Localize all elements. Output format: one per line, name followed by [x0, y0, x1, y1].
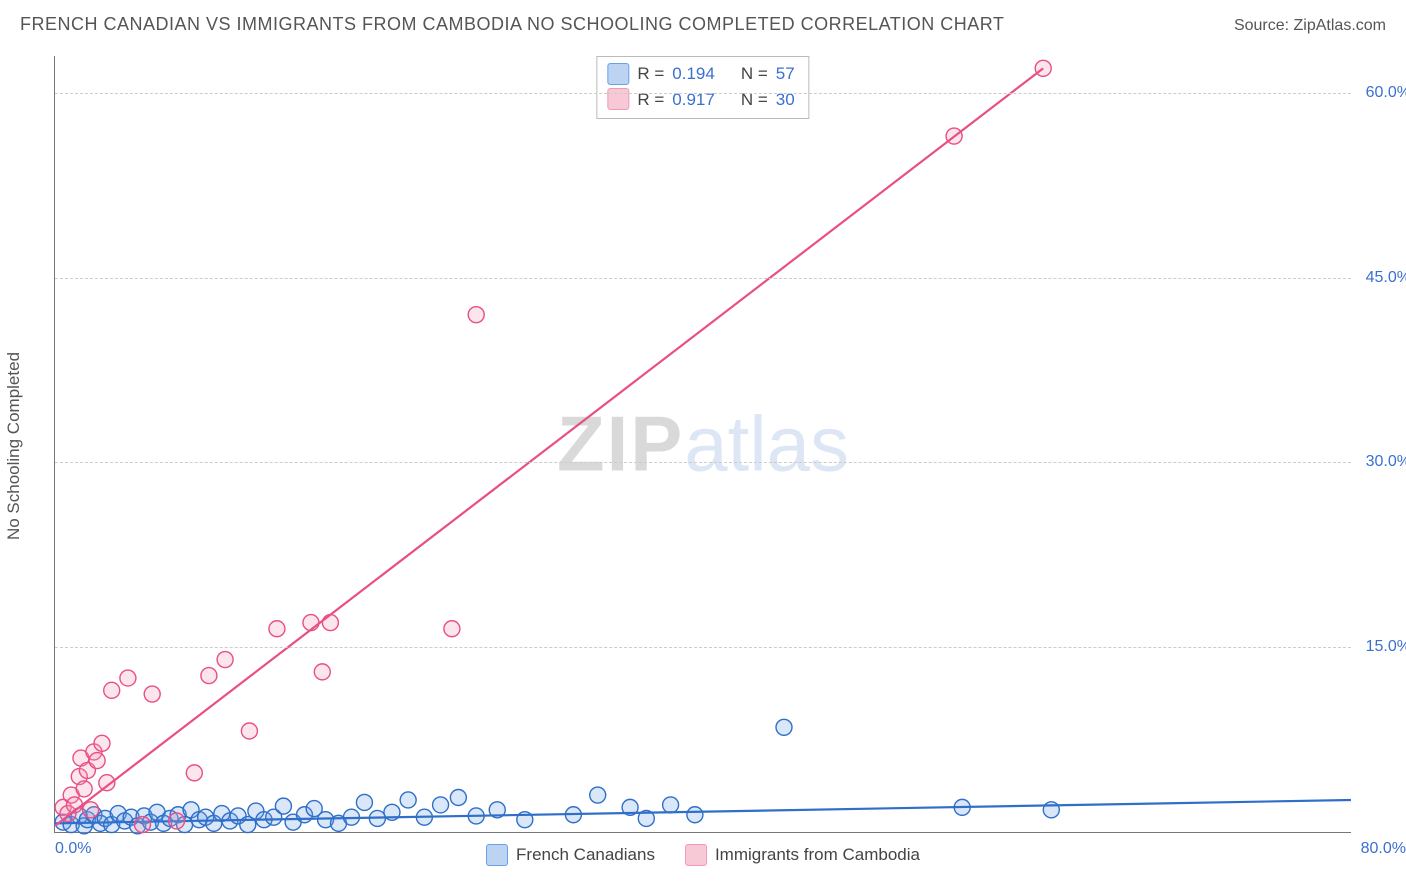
- scatter-point-cambodia: [134, 817, 150, 833]
- scatter-point-cambodia: [83, 802, 99, 818]
- trend-line-cambodia: [55, 68, 1043, 826]
- plot-area: ZIPatlas R =0.194N =57R =0.917N =30 15.0…: [54, 56, 1351, 833]
- swatch-cambodia-icon: [607, 88, 629, 110]
- y-axis-label: No Schooling Completed: [4, 352, 24, 540]
- n-value: 57: [776, 61, 795, 87]
- n-label: N =: [741, 87, 768, 113]
- scatter-point-cambodia: [269, 621, 285, 637]
- scatter-point-cambodia: [303, 615, 319, 631]
- ytick-label: 15.0%: [1356, 638, 1406, 656]
- gridline: [55, 278, 1351, 279]
- ytick-label: 60.0%: [1356, 84, 1406, 102]
- stats-row-cambodia: R = 0.917 N = 30: [607, 87, 794, 113]
- scatter-point-cambodia: [314, 664, 330, 680]
- scatter-point-cambodia: [169, 813, 185, 829]
- scatter-point-french_canadians: [776, 719, 792, 735]
- r-label: R =: [637, 61, 664, 87]
- scatter-point-french_canadians: [356, 794, 372, 810]
- swatch-french_canadians-icon: [607, 63, 629, 85]
- scatter-point-cambodia: [89, 753, 105, 769]
- stats-box: R = 0.194 N = 57 R = 0.917 N = 30: [596, 56, 809, 119]
- scatter-point-cambodia: [94, 735, 110, 751]
- scatter-point-cambodia: [144, 686, 160, 702]
- chart-title: FRENCH CANADIAN VS IMMIGRANTS FROM CAMBO…: [20, 14, 1004, 35]
- scatter-point-cambodia: [201, 668, 217, 684]
- scatter-point-cambodia: [76, 781, 92, 797]
- scatter-point-cambodia: [104, 682, 120, 698]
- scatter-point-french_canadians: [590, 787, 606, 803]
- source-value: ZipAtlas.com: [1294, 17, 1386, 34]
- source-label: Source: ZipAtlas.com: [1234, 17, 1386, 35]
- scatter-point-cambodia: [120, 670, 136, 686]
- scatter-point-french_canadians: [275, 798, 291, 814]
- legend-item-cambodia: Immigrants from Cambodia: [685, 844, 920, 866]
- scatter-point-french_canadians: [450, 790, 466, 806]
- r-value: 0.917: [672, 87, 715, 113]
- scatter-point-cambodia: [468, 307, 484, 323]
- n-value: 30: [776, 87, 795, 113]
- legend-label: Immigrants from Cambodia: [715, 845, 920, 865]
- scatter-point-cambodia: [217, 652, 233, 668]
- xtick-label: 0.0%: [55, 840, 91, 858]
- legend-bottom: French Canadians Immigrants from Cambodia: [486, 844, 920, 866]
- legend-item-french_canadians: French Canadians: [486, 844, 655, 866]
- gridline: [55, 93, 1351, 94]
- gridline: [55, 647, 1351, 648]
- scatter-point-french_canadians: [663, 797, 679, 813]
- scatter-point-french_canadians: [400, 792, 416, 808]
- scatter-point-french_canadians: [687, 807, 703, 823]
- n-label: N =: [741, 61, 768, 87]
- chart-svg: [55, 56, 1351, 832]
- xtick-label: 80.0%: [1361, 840, 1406, 858]
- gridline: [55, 462, 1351, 463]
- scatter-point-cambodia: [444, 621, 460, 637]
- scatter-point-cambodia: [241, 723, 257, 739]
- r-label: R =: [637, 87, 664, 113]
- ytick-label: 45.0%: [1356, 269, 1406, 287]
- ytick-label: 30.0%: [1356, 453, 1406, 471]
- scatter-point-french_canadians: [433, 797, 449, 813]
- scatter-point-cambodia: [322, 615, 338, 631]
- r-value: 0.194: [672, 61, 715, 87]
- source-prefix: Source:: [1234, 17, 1294, 34]
- legend-label: French Canadians: [516, 845, 655, 865]
- legend-swatch-french_canadians-icon: [486, 844, 508, 866]
- stats-row-french_canadians: R = 0.194 N = 57: [607, 61, 794, 87]
- legend-swatch-cambodia-icon: [685, 844, 707, 866]
- scatter-point-cambodia: [186, 765, 202, 781]
